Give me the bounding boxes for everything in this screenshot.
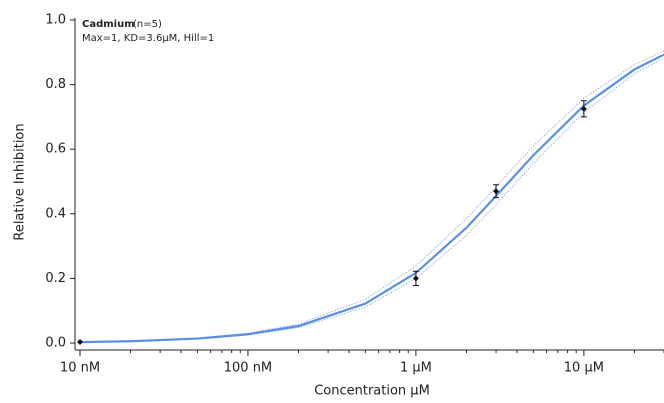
chart-subtitle: (n=5): [133, 19, 162, 30]
y-tick-label: 0.2: [45, 271, 66, 286]
x-tick-label: 1 µM: [400, 361, 432, 376]
y-tick-label: 1.0: [45, 13, 66, 28]
y-tick-label: 0.6: [45, 142, 66, 157]
x-tick-label: 10 µM: [564, 361, 604, 376]
x-tick-label: 10 nM: [60, 361, 100, 376]
data-point: [412, 275, 419, 282]
x-axis-label: Concentration µM: [314, 384, 430, 399]
fit-curve: [79, 53, 664, 344]
data-point: [493, 188, 500, 195]
y-tick-label: 0.0: [45, 336, 66, 351]
annotation: Max=1, KD=3.6µM, Hill=1: [82, 33, 214, 44]
chart-title: Cadmium: [82, 19, 135, 30]
y-tick-label: 0.8: [45, 77, 66, 92]
x-tick-label: 100 nM: [224, 361, 272, 376]
data-point: [580, 105, 587, 112]
y-axis-label: Relative Inhibition: [13, 123, 28, 240]
data-point: [77, 339, 83, 346]
y-tick-label: 0.4: [45, 206, 66, 221]
